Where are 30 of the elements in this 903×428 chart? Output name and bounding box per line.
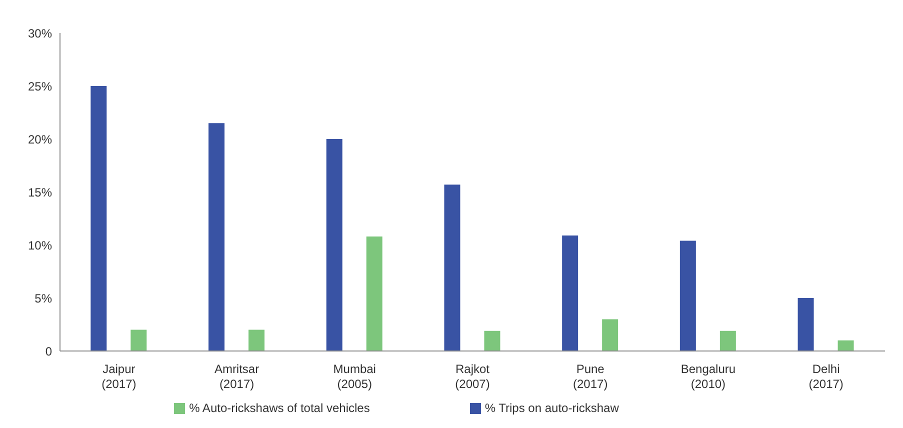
x-tick-label: Amritsar (2017) <box>214 362 260 391</box>
y-tick-label: 10% <box>28 238 52 252</box>
x-tick-label: Bengaluru (2010) <box>680 362 736 391</box>
x-tick-label: Mumbai (2005) <box>333 362 376 391</box>
bar <box>248 330 264 351</box>
bar <box>326 139 342 351</box>
bar <box>562 235 578 351</box>
bar <box>366 236 382 351</box>
y-tick-label: 20% <box>28 132 52 146</box>
x-tick-label: Jaipur (2017) <box>102 362 136 391</box>
y-tick-label: 0 <box>45 344 52 358</box>
y-tick-label: 30% <box>28 26 52 40</box>
legend-label: % Auto-rickshaws of total vehicles <box>189 401 370 415</box>
bar <box>720 330 736 351</box>
bar <box>130 330 147 351</box>
bar <box>444 184 460 351</box>
bar <box>484 330 500 351</box>
bar <box>602 319 618 351</box>
bar <box>680 240 696 351</box>
x-tick-label: Delhi (2017) <box>808 362 844 391</box>
bar <box>838 340 854 351</box>
y-tick-label: 25% <box>28 79 52 94</box>
y-tick-label: 5% <box>34 291 52 306</box>
x-tick-label: Rajkot (2007) <box>455 362 490 391</box>
bar <box>208 123 224 351</box>
bar <box>798 298 814 351</box>
bar <box>90 86 107 351</box>
x-tick-label: Pune (2017) <box>573 362 608 391</box>
legend-label: % Trips on auto-rickshaw <box>484 401 619 415</box>
y-tick-label: 15% <box>28 185 52 200</box>
